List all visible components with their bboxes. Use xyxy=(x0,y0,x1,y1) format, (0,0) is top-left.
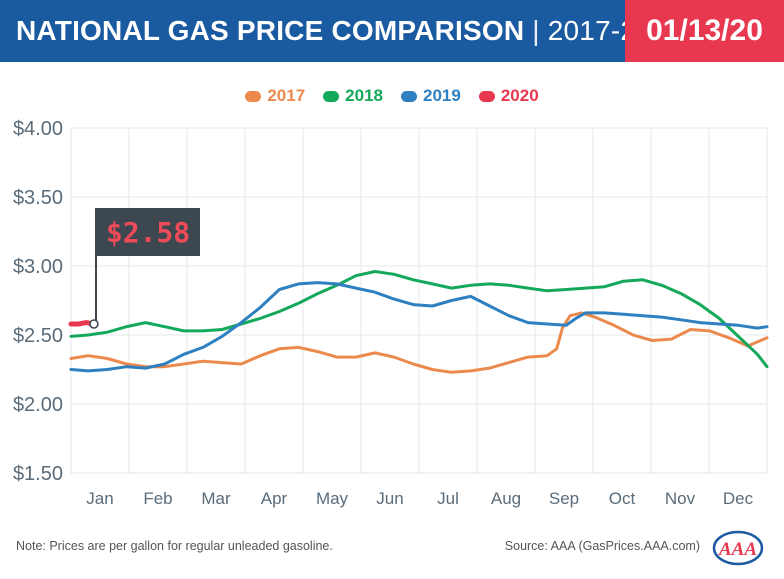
chart-title: NATIONAL GAS PRICE COMPARISON xyxy=(16,15,525,46)
header: NATIONAL GAS PRICE COMPARISON | 2017-202… xyxy=(0,0,784,62)
price-badge-value: $2.58 xyxy=(106,216,190,249)
legend-item-2018: 2018 xyxy=(323,86,383,106)
x-tick-label: Aug xyxy=(491,489,521,508)
legend-label: 2018 xyxy=(345,86,383,105)
x-tick-label: Sep xyxy=(549,489,579,508)
x-tick-label: Oct xyxy=(609,489,636,508)
logo-lettering: AAA xyxy=(718,539,757,560)
y-tick-label: $1.50 xyxy=(13,463,63,485)
legend-item-2017: 2017 xyxy=(245,86,305,106)
y-tick-label: $3.00 xyxy=(13,256,63,278)
x-tick-label: Nov xyxy=(665,489,696,508)
y-tick-label: $2.00 xyxy=(13,394,63,416)
x-tick-label: Feb xyxy=(143,489,172,508)
legend-label: 2020 xyxy=(500,86,539,105)
price-badge xyxy=(96,208,200,256)
legend-label: 2019 xyxy=(423,86,461,105)
legend-swatch xyxy=(401,90,417,102)
x-tick-label: Jul xyxy=(437,489,459,508)
source-credit: Source: AAA (GasPrices.AAA.com) xyxy=(504,539,700,553)
legend-item-2019: 2019 xyxy=(401,86,461,106)
price-marker xyxy=(89,319,99,329)
x-tick-label: Jun xyxy=(376,489,403,508)
date-banner: 01/13/20 xyxy=(625,0,784,62)
x-tick-label: Mar xyxy=(201,489,231,508)
series-line-2018 xyxy=(69,270,769,369)
chart-legend: 2017 2018 2019 2020 xyxy=(0,86,784,106)
title-banner: NATIONAL GAS PRICE COMPARISON | 2017-202… xyxy=(0,0,683,62)
x-tick-label: Jan xyxy=(86,489,113,508)
series-line-2019 xyxy=(69,281,769,373)
x-tick-label: Apr xyxy=(261,489,288,508)
title-separator: | xyxy=(532,15,540,46)
y-tick-label: $2.50 xyxy=(13,325,63,347)
legend-swatch xyxy=(245,90,262,102)
series-line-2017 xyxy=(69,311,769,374)
x-tick-label: Dec xyxy=(723,489,754,508)
legend-swatch xyxy=(323,90,340,102)
aaa-logo-icon: AAA xyxy=(712,530,764,566)
report-date: 01/13/20 xyxy=(646,14,763,47)
y-tick-label: $4.00 xyxy=(13,118,63,140)
legend-item-2020: 2020 xyxy=(478,86,539,106)
footnote: Note: Prices are per gallon for regular … xyxy=(16,539,333,553)
legend-label: 2017 xyxy=(267,86,306,105)
y-tick-label: $3.50 xyxy=(13,187,63,209)
legend-swatch xyxy=(478,90,495,102)
x-tick-label: May xyxy=(316,489,349,508)
